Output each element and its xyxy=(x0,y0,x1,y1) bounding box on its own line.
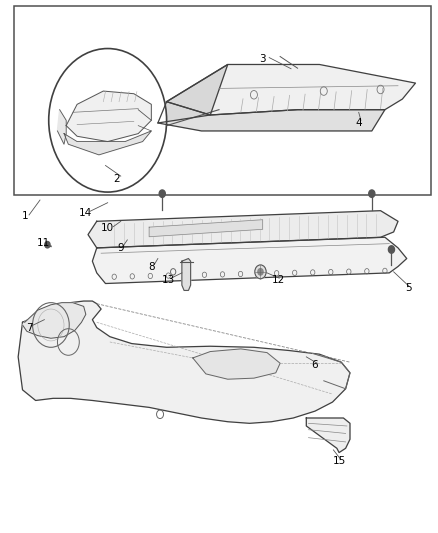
Circle shape xyxy=(258,269,263,275)
Polygon shape xyxy=(158,64,228,123)
Polygon shape xyxy=(158,102,385,131)
Text: 6: 6 xyxy=(312,360,318,370)
Polygon shape xyxy=(57,110,66,144)
Polygon shape xyxy=(22,303,86,338)
Text: 13: 13 xyxy=(162,275,175,285)
Polygon shape xyxy=(166,64,416,115)
Text: 3: 3 xyxy=(259,54,266,64)
Polygon shape xyxy=(182,259,191,290)
Polygon shape xyxy=(88,211,398,248)
Text: 2: 2 xyxy=(113,174,120,184)
Polygon shape xyxy=(306,418,350,453)
Circle shape xyxy=(49,49,166,192)
Polygon shape xyxy=(18,301,350,423)
Text: 1: 1 xyxy=(21,211,28,221)
Polygon shape xyxy=(66,91,151,142)
Text: 15: 15 xyxy=(332,456,346,465)
Text: 5: 5 xyxy=(406,283,412,293)
Circle shape xyxy=(45,241,50,248)
Circle shape xyxy=(255,265,266,279)
Polygon shape xyxy=(64,131,151,155)
Polygon shape xyxy=(92,237,407,284)
Text: 10: 10 xyxy=(101,223,114,233)
Text: 7: 7 xyxy=(26,322,32,333)
Text: 11: 11 xyxy=(37,238,50,247)
Text: 4: 4 xyxy=(355,118,362,128)
Polygon shape xyxy=(193,349,280,379)
Text: 14: 14 xyxy=(79,208,92,219)
Text: 8: 8 xyxy=(148,262,155,271)
Circle shape xyxy=(389,246,395,253)
Text: 9: 9 xyxy=(117,243,124,253)
Polygon shape xyxy=(149,220,263,237)
Text: 12: 12 xyxy=(271,275,285,285)
Circle shape xyxy=(159,190,165,197)
Circle shape xyxy=(369,190,375,197)
Bar xyxy=(14,6,431,195)
